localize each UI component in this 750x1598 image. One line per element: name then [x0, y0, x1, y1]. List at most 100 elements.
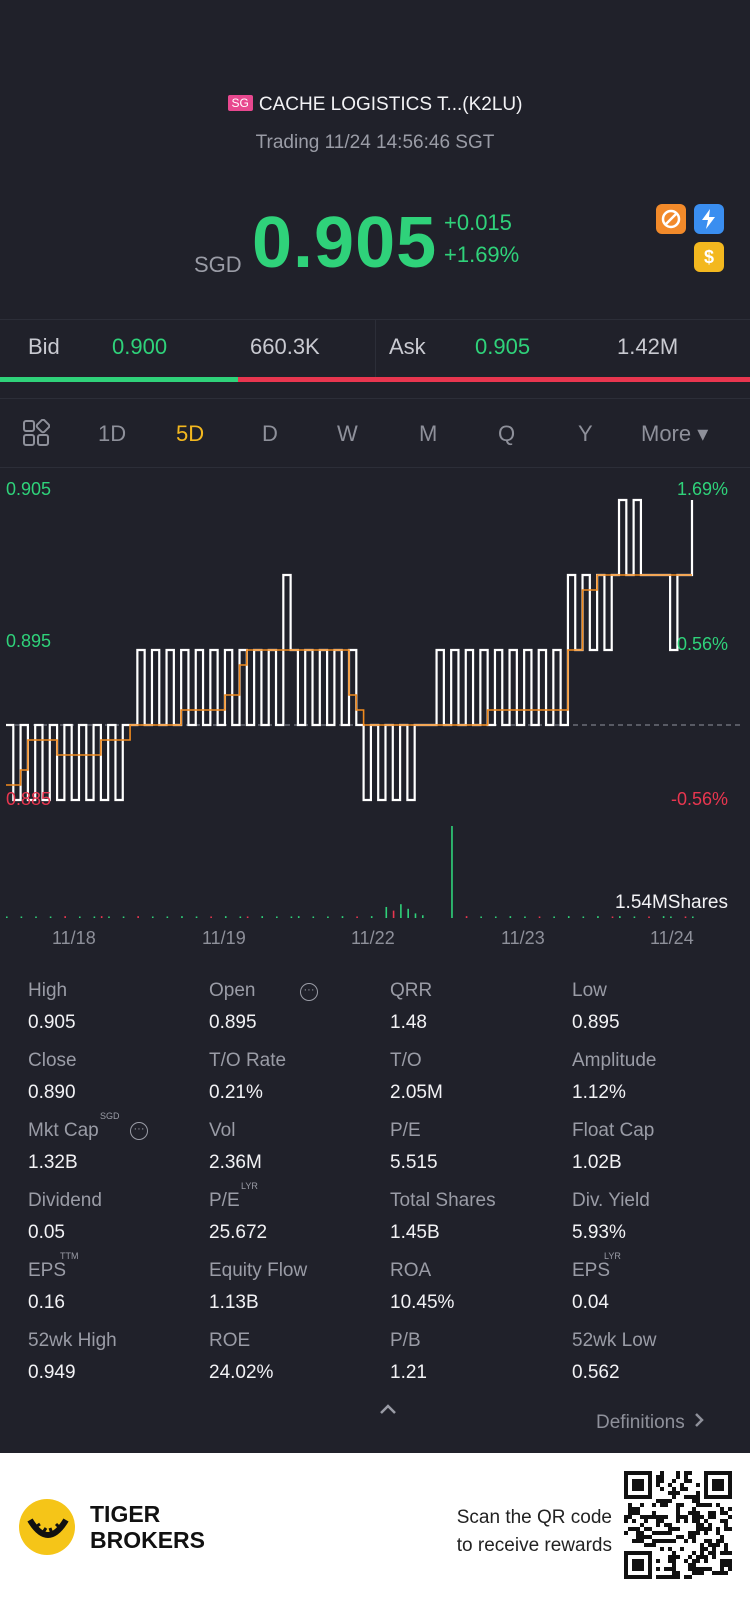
pct-label-mid: 0.56%	[676, 634, 728, 654]
stat-superscript: TTM	[60, 1251, 79, 1261]
qr-module	[624, 1531, 628, 1535]
tab-week[interactable]: W	[337, 421, 358, 446]
qr-module	[624, 1519, 628, 1523]
collapse-chevron-icon[interactable]	[376, 1400, 400, 1418]
qr-module	[716, 1543, 720, 1547]
qr-module	[680, 1483, 684, 1487]
definitions-label: Definitions	[596, 1412, 685, 1433]
volume-bar	[582, 916, 585, 918]
qr-module	[688, 1567, 692, 1571]
qr-module	[700, 1567, 704, 1571]
qr-module	[684, 1539, 688, 1543]
volume-bar	[648, 916, 650, 918]
qr-module	[644, 1519, 648, 1523]
qr-module	[668, 1555, 672, 1559]
volume-bar	[597, 916, 599, 918]
stat-superscript: SGD	[100, 1111, 120, 1121]
price-chart[interactable]	[0, 470, 750, 950]
qr-module	[644, 1543, 648, 1547]
volume-bar	[692, 916, 694, 918]
volume-bar	[567, 916, 570, 918]
tab-month[interactable]: M	[419, 421, 438, 446]
qr-module	[724, 1511, 728, 1515]
y-label-high: 0.905	[6, 479, 52, 499]
mkt-cap-info-icon[interactable]: ···	[130, 1122, 148, 1140]
lightning-icon[interactable]	[694, 204, 724, 234]
definitions-link[interactable]: Definitions	[596, 1412, 704, 1434]
qr-module	[640, 1503, 644, 1507]
volume-bar	[465, 916, 468, 918]
qr-module	[700, 1551, 704, 1555]
qr-module	[724, 1559, 728, 1563]
qr-module	[652, 1515, 656, 1519]
qr-module	[664, 1499, 668, 1503]
volume-bar	[166, 916, 169, 918]
qr-module	[676, 1535, 680, 1539]
tab-day[interactable]: D	[262, 421, 278, 446]
qr-module	[648, 1535, 652, 1539]
qr-module	[692, 1559, 696, 1563]
qr-module	[668, 1483, 672, 1487]
qr-module	[628, 1511, 632, 1515]
stock-title: SG CACHE LOGISTICS T...(K2LU)	[0, 94, 750, 116]
qr-module	[720, 1571, 724, 1575]
pct-label-high: 1.69%	[676, 479, 728, 499]
qr-module	[660, 1487, 664, 1491]
volume-bar	[356, 916, 358, 918]
qr-module	[700, 1503, 704, 1507]
volume-bar	[20, 916, 23, 918]
qr-module	[684, 1471, 688, 1475]
tab-1d[interactable]: 1D	[98, 421, 127, 446]
no-sign-icon[interactable]	[656, 204, 686, 234]
dollar-icon[interactable]: $	[694, 242, 724, 272]
volume-bar	[684, 916, 687, 918]
stat-superscript: LYR	[241, 1181, 258, 1191]
volume-bar	[619, 916, 621, 918]
qr-module	[712, 1547, 716, 1551]
promo-footer: TIGER BROKERS Scan the QR code to receiv…	[0, 1453, 750, 1598]
qr-module	[640, 1515, 644, 1519]
qr-code[interactable]	[624, 1471, 732, 1579]
qr-module	[692, 1495, 696, 1499]
qr-module	[728, 1559, 732, 1563]
stat-value-equity-flow: 1.13B	[209, 1292, 259, 1313]
volume-bar	[370, 916, 373, 918]
qr-module	[676, 1515, 680, 1519]
qr-module	[656, 1475, 660, 1479]
qr-module	[636, 1511, 640, 1515]
tab-year[interactable]: Y	[578, 421, 593, 446]
tab-more[interactable]: More ▾	[641, 421, 709, 446]
qr-module	[724, 1551, 728, 1555]
volume-bar	[494, 916, 497, 918]
tab-quarter[interactable]: Q	[498, 421, 516, 446]
qr-module	[712, 1515, 716, 1519]
chevron-right-icon	[694, 1412, 704, 1434]
qr-module	[692, 1551, 696, 1555]
qr-module	[652, 1543, 656, 1547]
grid-layout-icon[interactable]	[22, 418, 51, 447]
qr-module	[660, 1531, 664, 1535]
stat-label-p-e: P/E	[209, 1190, 240, 1211]
to-rate-info-icon[interactable]: ···	[300, 983, 318, 1001]
volume-bar	[407, 908, 409, 918]
qr-module	[716, 1531, 720, 1535]
qr-module	[716, 1527, 720, 1531]
stat-value-close: 0.890	[28, 1082, 76, 1103]
ask-price: 0.905	[475, 334, 531, 359]
bid-ask-divider	[375, 320, 376, 378]
stat-value-roe: 24.02%	[209, 1362, 274, 1383]
stat-label-roa: ROA	[390, 1260, 432, 1281]
trading-status: Trading 11/24 14:56:46 SGT	[255, 132, 495, 153]
stat-value-p-b: 1.21	[390, 1362, 427, 1383]
qr-module	[632, 1511, 636, 1515]
qr-module	[692, 1563, 696, 1567]
qr-module	[692, 1515, 696, 1519]
qr-module	[664, 1523, 668, 1527]
volume-bar	[224, 916, 227, 918]
volume-bar	[538, 916, 541, 918]
qr-module	[628, 1515, 632, 1519]
qr-module	[684, 1495, 688, 1499]
qr-module	[656, 1499, 660, 1503]
volume-bar	[261, 916, 264, 918]
tab-5d[interactable]: 5D	[176, 421, 205, 446]
